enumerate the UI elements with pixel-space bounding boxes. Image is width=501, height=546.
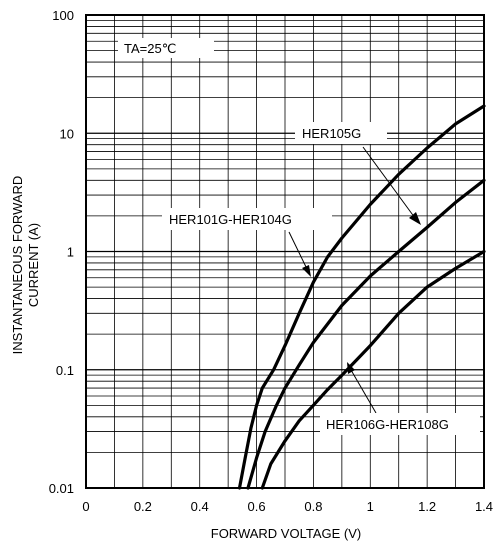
series-lines: [237, 104, 486, 490]
leader-her101g: [288, 231, 308, 270]
x-tick-label: 0.4: [191, 499, 209, 514]
y-tick-label: 100: [52, 8, 74, 23]
y-tick-label: 0.1: [56, 363, 74, 378]
series-label-her106g: HER106G-HER108G: [326, 417, 449, 432]
x-tick-label: 0: [82, 499, 89, 514]
series-line-3: [260, 249, 486, 490]
label-box-her101g: [162, 208, 332, 230]
x-axis-title: FORWARD VOLTAGE (V): [211, 526, 361, 541]
y-tick-label: 1: [67, 245, 74, 260]
y-tick-labels: 0.01 0.1 1 10 100: [49, 8, 74, 496]
x-tick-labels: 0 0.2 0.4 0.6 0.8 1 1.2 1.4: [82, 499, 493, 514]
annotation-text: TA=25℃: [124, 41, 176, 56]
x-tick-label: 0.2: [134, 499, 152, 514]
y-axis-title-line2: CURRENT (A): [26, 223, 41, 307]
x-tick-label: 1.4: [475, 499, 493, 514]
arrow-her105g: [409, 212, 421, 225]
y-tick-label: 0.01: [49, 481, 74, 496]
y-axis-title: INSTANTANEOUS FORWARD CURRENT (A): [10, 176, 41, 355]
label-box-her105g: [295, 122, 387, 144]
x-tick-label: 0.8: [304, 499, 322, 514]
series-label-her105g: HER105G: [302, 126, 361, 141]
series-line-1: [237, 104, 486, 490]
x-tick-label: 0.6: [248, 499, 266, 514]
arrow-her106g: [347, 362, 355, 374]
series-line-2: [246, 178, 486, 490]
callouts: [288, 146, 421, 414]
annotation-box: [118, 38, 214, 58]
label-box-her106g: [320, 413, 480, 435]
x-gridlines: [114, 15, 456, 488]
x-tick-label: 1.2: [418, 499, 436, 514]
y-axis-title-line1: INSTANTANEOUS FORWARD: [10, 176, 25, 355]
arrow-her101g: [302, 265, 311, 277]
y-tick-label: 10: [60, 126, 74, 141]
leader-her105g: [362, 146, 416, 219]
leader-her106g: [350, 369, 377, 414]
x-tick-label: 1: [367, 499, 374, 514]
series-label-her101g: HER101G-HER104G: [169, 212, 292, 227]
